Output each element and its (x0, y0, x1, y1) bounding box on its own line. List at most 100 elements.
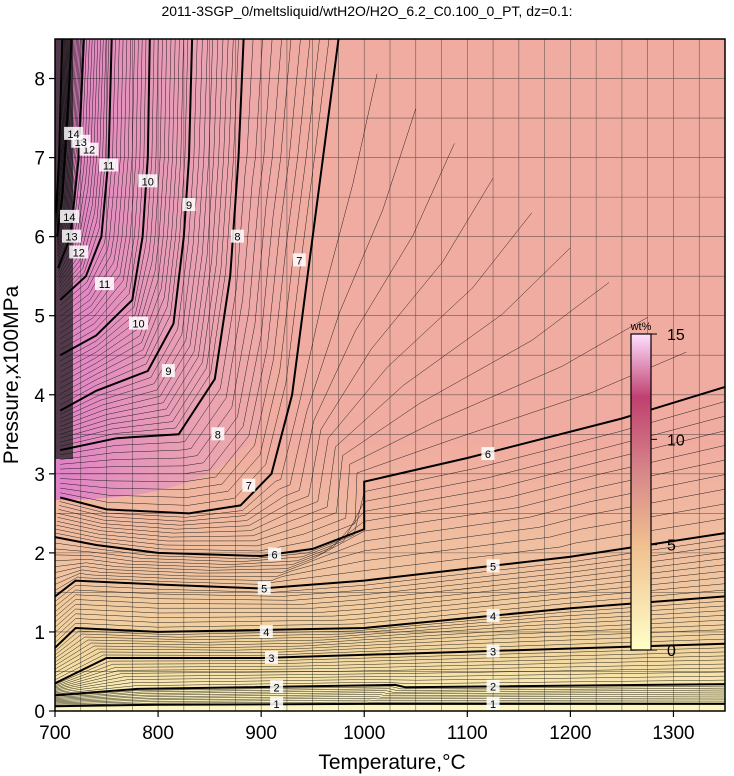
fine-contour-line (55, 503, 725, 585)
fine-contour-line (59, 73, 378, 518)
contour-label-box (99, 158, 119, 172)
contour-label-box (69, 245, 89, 259)
x-tick-label: 1000 (343, 723, 385, 744)
fine-contour-line (57, 247, 571, 538)
contour-label-text: 8 (215, 429, 221, 441)
contour-label-text: 2 (274, 682, 280, 694)
contour-label-text: 11 (103, 160, 114, 172)
contour-label: 10 (128, 316, 148, 331)
fine-contour-line (55, 577, 725, 633)
contour-label-text: 10 (132, 319, 144, 331)
fine-contour-line (55, 430, 725, 565)
contour-label-text: 11 (99, 279, 110, 291)
fine-contour-line (60, 39, 224, 435)
contour-line-7 (59, 39, 340, 515)
fine-contour-line (58, 39, 87, 272)
fine-contour-line (60, 39, 301, 482)
contour-label-text: 6 (271, 549, 277, 561)
fine-contour-line (55, 459, 725, 571)
colorbar-tick-label: 15 (667, 327, 685, 344)
y-tick-label: 5 (34, 307, 45, 328)
contour-label-text: 8 (234, 232, 240, 244)
fine-contour-line (59, 108, 417, 522)
fine-contour-line (60, 39, 132, 328)
fine-contour-line (59, 39, 104, 291)
contour-label-text: 1 (490, 699, 496, 711)
fine-contour-line (60, 39, 147, 350)
fine-contour-line (60, 39, 180, 395)
y-tick-label: 1 (34, 623, 45, 644)
contour-label: 5 (486, 559, 500, 573)
high-water-region (55, 39, 340, 500)
fine-contour-line (55, 570, 725, 628)
contour-label-text: 3 (490, 647, 496, 659)
fine-contour-line (55, 689, 725, 699)
fine-contour-line (56, 39, 69, 230)
contour-line-9 (59, 39, 194, 412)
fine-contour-line (57, 39, 83, 266)
fine-contour-line (58, 143, 455, 526)
contour-label: 6 (481, 447, 495, 461)
fine-contour-line (55, 551, 725, 612)
colorbar-gradient (630, 333, 652, 651)
fine-contour-line (55, 351, 687, 552)
fine-contour-line (60, 39, 143, 345)
y-tick-label: 8 (34, 70, 45, 91)
contour-label-box (264, 651, 278, 665)
contour-label-box (292, 253, 306, 267)
fine-contour-line (60, 39, 167, 378)
y-tick-label: 4 (34, 386, 45, 407)
contour-line-1 (55, 702, 725, 708)
fine-contour-line (60, 39, 128, 323)
fine-contour-line (55, 663, 725, 690)
contour-label: 9 (161, 364, 175, 378)
fine-contour-line (56, 39, 66, 221)
y-tick-label: 6 (34, 228, 45, 249)
fine-contour-line (55, 629, 725, 673)
fine-contour-line (55, 687, 725, 698)
fine-contour-line (58, 39, 90, 275)
contour-label-text: 4 (263, 627, 269, 639)
contour-label-box (182, 198, 196, 212)
contour-label: 8 (230, 229, 244, 244)
fine-contour-line (60, 39, 229, 439)
contour-label: 3 (486, 644, 500, 659)
contour-label: 12 (69, 245, 89, 259)
fine-contour-line (59, 39, 107, 294)
contour-label-text: 14 (63, 212, 75, 224)
contour-label-box (486, 644, 500, 658)
contour-label-box (268, 547, 282, 561)
y-tick-label: 3 (34, 465, 45, 486)
fine-contour-line (60, 39, 282, 470)
contour-label-box (270, 680, 284, 694)
contour-label-box (259, 624, 273, 638)
y-axis-label: Pressure,x100MPa (0, 285, 23, 464)
fine-contour-line (55, 667, 725, 691)
contour-line-13 (56, 39, 73, 237)
contour-label: 2 (486, 679, 500, 693)
fine-contour-line (60, 39, 208, 423)
contour-label: 11 (94, 277, 114, 291)
x-tick-label: 900 (245, 723, 277, 744)
contour-label: 6 (268, 547, 282, 561)
contour-label-text: 9 (165, 366, 171, 378)
fine-contour-line (60, 39, 273, 465)
contour-label: 2 (270, 680, 284, 694)
contour-label: 1 (270, 696, 284, 711)
fine-contour-line (55, 675, 725, 694)
fine-contour-line (55, 539, 725, 602)
x-tick-label: 800 (142, 723, 174, 744)
contour-label-box (59, 209, 79, 223)
x-tick-label: 1300 (652, 723, 694, 744)
contour-line-3 (55, 642, 725, 685)
fine-contour-line (60, 39, 239, 447)
contour-line-2 (55, 683, 725, 697)
contour-label-text: 7 (296, 255, 302, 267)
fine-contour-line (60, 39, 176, 389)
contour-label: 10 (138, 174, 158, 188)
fine-contour-line (60, 39, 120, 312)
contour-label-box (486, 609, 500, 623)
fine-contour-line (55, 634, 725, 677)
